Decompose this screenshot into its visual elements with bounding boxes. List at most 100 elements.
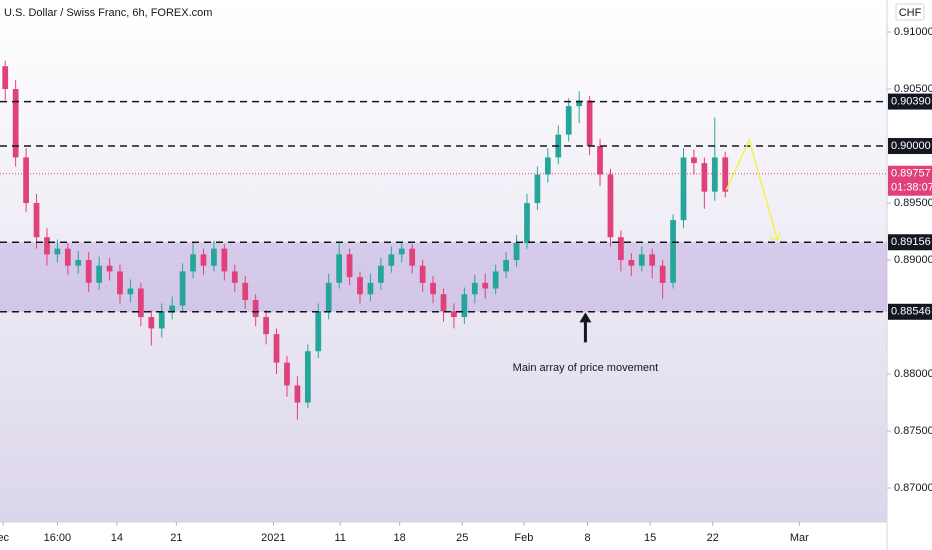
candle-body [680,157,687,221]
x-tick-label: 22 [707,532,719,544]
y-tick-label: 0.88000 [894,368,932,380]
level-label-box [888,303,932,320]
candle-body [398,248,405,255]
annotation-arrow-head [579,312,592,323]
candle-body [148,317,155,329]
candle-body [158,311,165,329]
candle-body [44,237,50,255]
candle-body [586,100,593,147]
candle-body [346,254,353,278]
candle-body [576,100,583,107]
candle-body [711,157,718,192]
y-tick-label: 0.90500 [894,83,932,95]
y-tick-label: 0.87000 [894,482,932,494]
level-label: 0.90390 [891,95,931,107]
x-tick-label: 16:00 [44,532,72,544]
candle-body [461,294,468,318]
x-tick-label: 8 [584,532,590,544]
candle-body [388,254,395,266]
level-label-box [888,234,932,251]
candle-body [357,277,363,295]
candle-body [430,282,436,295]
candle-body [190,254,196,272]
candle-body [367,282,374,295]
candle-body [54,248,61,255]
candle-body [221,248,228,272]
candle-body [419,265,426,283]
currency-label: CHF [899,7,922,19]
candle-body [722,157,729,192]
candle-body [534,174,541,204]
candle-body [659,265,666,283]
level-label-box [888,138,932,155]
projection-arrowhead [769,231,782,241]
candle-body [336,254,343,283]
candle-body [33,203,40,238]
x-tick-label: Mar [790,532,809,544]
plot-background [0,0,887,522]
x-tick-label: Feb [514,532,533,544]
candle-body [524,203,530,243]
candle-body [252,299,259,318]
candle-body [471,282,478,295]
candle-body [106,265,113,272]
projection-line [725,137,779,241]
chart-title: U.S. Dollar / Swiss Franc, 6h, FOREX.com [4,7,212,19]
candle-body [513,242,520,261]
candle-body [117,271,123,295]
level-label-box [888,93,932,110]
candle-body [482,282,489,289]
candle-body [12,89,19,158]
x-tick-label: 2021 [261,532,285,544]
candle-body [597,146,603,175]
y-tick-label: 0.87500 [894,425,932,437]
candle-body [701,163,708,192]
x-tick-label: 18 [394,532,406,544]
candle-body [179,271,186,306]
candle-body [503,260,509,272]
candle-body [23,157,29,204]
y-tick-label: 0.91000 [894,26,932,38]
candle-body [304,351,311,403]
candle-body [638,254,645,266]
candle-body [127,288,134,295]
current-price-label: 0.89757 [891,168,931,180]
candle-body [325,282,332,312]
candle-body [649,254,656,266]
candle-body [409,248,416,266]
current-price-box [888,165,932,196]
level-label: 0.88546 [891,306,931,318]
countdown-label: 01:38:07 [891,182,932,194]
candle-body [231,271,238,283]
x-tick-label: ec [0,532,9,544]
candle-body [200,254,207,266]
level-label: 0.90000 [891,140,931,152]
candle-body [315,311,322,352]
y-tick-label: 0.89500 [894,197,932,209]
candle-body [64,248,71,266]
candle-body [294,385,301,403]
candle-body [378,265,384,283]
candle-body [211,248,217,266]
x-tick-label: 14 [111,532,123,544]
x-tick-label: 15 [644,532,656,544]
currency-box[interactable] [895,3,925,21]
x-tick-label: 11 [334,532,345,544]
candle-body [263,317,269,335]
candle-body [138,288,144,318]
candle-body [75,260,82,266]
candle-body [492,271,499,289]
candle-body [618,237,624,261]
candle-body [2,66,9,90]
candle-body [544,157,551,175]
candle-body [169,305,176,312]
candle-body [85,260,92,283]
candle-body [628,260,635,266]
candle-body [242,282,249,300]
candle-body [451,311,457,318]
y-tick-label: 0.89000 [894,254,932,266]
level-label: 0.89156 [891,236,931,248]
candle-body [670,220,676,283]
candle-body [96,265,103,283]
